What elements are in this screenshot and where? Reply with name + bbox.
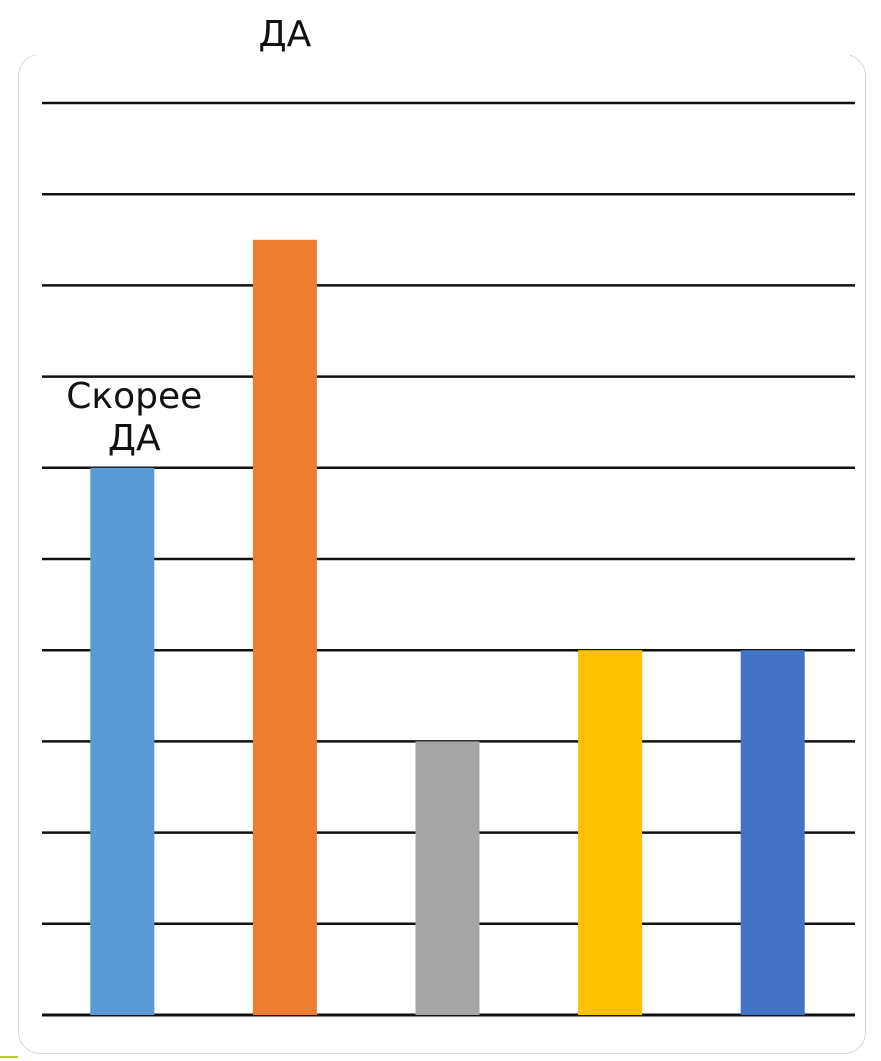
bar-3 <box>415 741 480 1015</box>
data-label-bar-1-line-2: ДА <box>108 418 161 459</box>
slide-accent-bar <box>0 1056 18 1058</box>
data-label-bar-2-line-1: ДА <box>259 14 312 55</box>
bar-5 <box>740 650 805 1015</box>
bar-1 <box>90 467 155 1015</box>
bar-2 <box>252 239 317 1016</box>
data-label-bar-1-line-1: Скорее <box>66 376 202 417</box>
bar-4 <box>578 650 643 1015</box>
frame-gap <box>35 52 850 58</box>
